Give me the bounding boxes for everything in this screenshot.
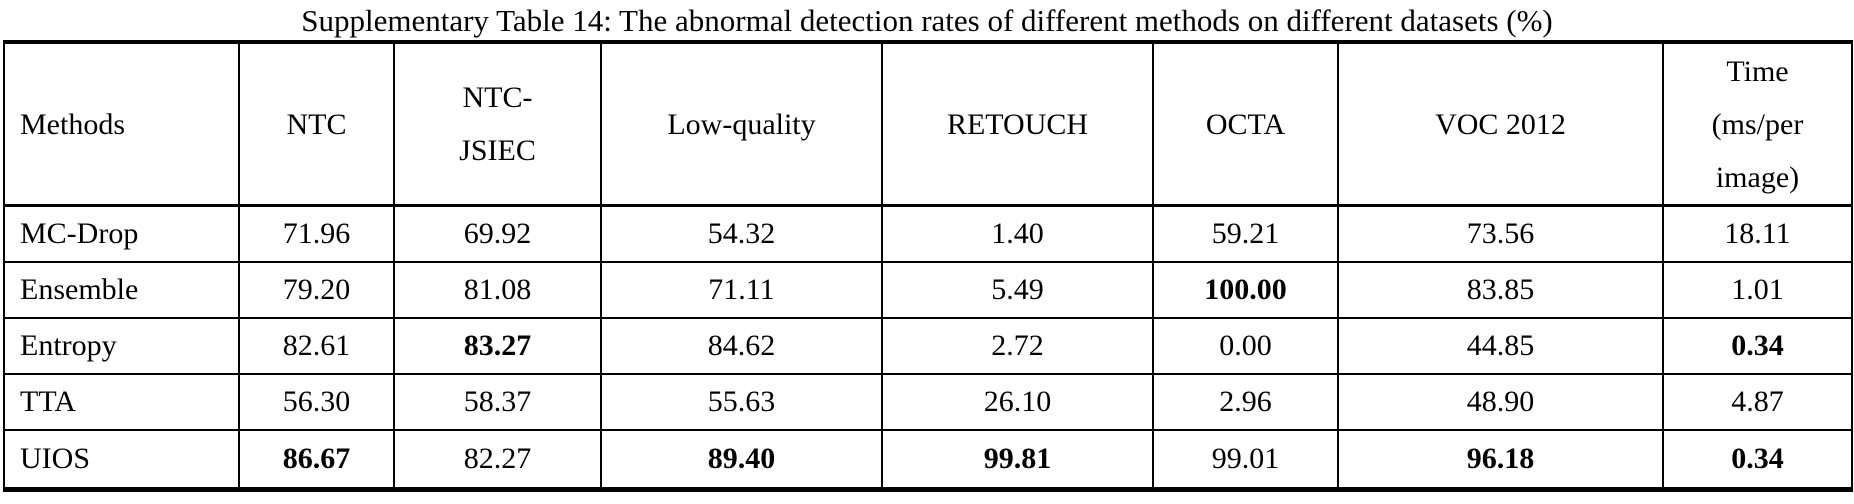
table-row-uios: UIOS 86.67 82.27 89.40 99.81 99.01 96.18… [3,428,1853,491]
value-cell: 4.87 [1662,372,1853,431]
value-cell: 73.56 [1337,204,1664,263]
value-cell: 2.72 [881,316,1154,375]
column-header-voc-2012: VOC 2012 [1337,41,1664,207]
table-row-mc-drop: MC-Drop 71.96 69.92 54.32 1.40 59.21 73.… [3,204,1853,263]
value-cell: 18.11 [1662,204,1853,263]
method-cell: Ensemble [3,260,240,319]
column-header-methods: Methods [3,41,240,207]
value-cell: 1.40 [881,204,1154,263]
value-cell: 71.11 [600,260,883,319]
value-cell: 96.18 [1337,428,1664,491]
table-row-ensemble: Ensemble 79.20 81.08 71.11 5.49 100.00 8… [3,260,1853,319]
column-header-ntc-jsiec: NTC- JSIEC [393,41,602,207]
value-cell: 71.96 [238,204,395,263]
value-cell: 44.85 [1337,316,1664,375]
value-cell: 99.81 [881,428,1154,491]
value-cell: 89.40 [600,428,883,491]
method-cell: UIOS [3,428,240,491]
table-caption: Supplementary Table 14: The abnormal det… [301,3,1553,38]
value-cell: 82.27 [393,428,602,491]
column-header-octa: OCTA [1152,41,1339,207]
method-cell: MC-Drop [3,204,240,263]
method-cell: Entropy [3,316,240,375]
value-cell: 0.00 [1152,316,1339,375]
value-cell: 59.21 [1152,204,1339,263]
table-row-entropy: Entropy 82.61 83.27 84.62 2.72 0.00 44.8… [3,316,1853,375]
value-cell: 56.30 [238,372,395,431]
value-cell: 55.63 [600,372,883,431]
value-cell: 83.27 [393,316,602,375]
value-cell: 48.90 [1337,372,1664,431]
value-cell: 1.01 [1662,260,1853,319]
column-header-time: Time (ms/per image) [1662,41,1853,207]
value-cell: 84.62 [600,316,883,375]
value-cell: 99.01 [1152,428,1339,491]
value-cell: 100.00 [1152,260,1339,319]
value-cell: 26.10 [881,372,1154,431]
column-header-retouch: RETOUCH [881,41,1154,207]
value-cell: 81.08 [393,260,602,319]
value-cell: 58.37 [393,372,602,431]
value-cell: 83.85 [1337,260,1664,319]
column-header-low-quality: Low-quality [600,41,883,207]
value-cell: 2.96 [1152,372,1339,431]
value-cell: 5.49 [881,260,1154,319]
value-cell: 69.92 [393,204,602,263]
header-row: Methods NTC NTC- JSIEC Low-quality RETOU… [3,41,1853,207]
results-table: Methods NTC NTC- JSIEC Low-quality RETOU… [3,40,1853,492]
value-cell: 82.61 [238,316,395,375]
table-row-tta: TTA 56.30 58.37 55.63 26.10 2.96 48.90 4… [3,372,1853,431]
value-cell: 0.34 [1662,316,1853,375]
value-cell: 54.32 [600,204,883,263]
method-cell: TTA [3,372,240,431]
column-header-ntc: NTC [238,41,395,207]
value-cell: 86.67 [238,428,395,491]
value-cell: 0.34 [1662,428,1853,491]
value-cell: 79.20 [238,260,395,319]
